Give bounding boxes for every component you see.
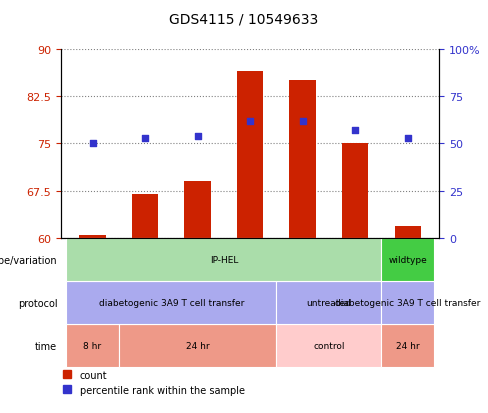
FancyBboxPatch shape: [382, 282, 434, 325]
Bar: [184, 182, 211, 239]
Text: GDS4115 / 10549633: GDS4115 / 10549633: [169, 12, 319, 26]
FancyBboxPatch shape: [382, 325, 434, 368]
Text: wildtype: wildtype: [388, 256, 427, 265]
Point: [351, 128, 359, 134]
Text: control: control: [313, 342, 345, 351]
Point: [89, 140, 97, 147]
FancyBboxPatch shape: [276, 282, 382, 325]
Bar: [342, 144, 368, 239]
Bar: [395, 226, 421, 239]
Text: time: time: [35, 341, 57, 351]
Point: [246, 118, 254, 125]
Point: [299, 118, 306, 125]
FancyBboxPatch shape: [119, 325, 276, 368]
FancyBboxPatch shape: [66, 325, 119, 368]
FancyBboxPatch shape: [276, 325, 382, 368]
Text: untreated: untreated: [306, 299, 351, 308]
FancyBboxPatch shape: [66, 239, 382, 282]
Text: genotype/variation: genotype/variation: [0, 255, 57, 265]
Bar: [289, 81, 316, 239]
Text: 24 hr: 24 hr: [186, 342, 209, 351]
Text: protocol: protocol: [18, 298, 57, 308]
FancyBboxPatch shape: [382, 239, 434, 282]
Point: [404, 135, 411, 142]
Point: [141, 135, 149, 142]
FancyBboxPatch shape: [66, 282, 276, 325]
Text: IP-HEL: IP-HEL: [210, 256, 238, 265]
Legend: count, percentile rank within the sample: count, percentile rank within the sample: [58, 366, 248, 399]
Text: diabetogenic 3A9 T cell transfer: diabetogenic 3A9 T cell transfer: [99, 299, 244, 308]
Text: diabetogenic 3A9 T cell transfer: diabetogenic 3A9 T cell transfer: [335, 299, 480, 308]
Point: [194, 133, 202, 140]
Text: 8 hr: 8 hr: [83, 342, 102, 351]
Bar: [80, 235, 105, 239]
Bar: [132, 195, 158, 239]
Text: 24 hr: 24 hr: [396, 342, 420, 351]
Bar: [237, 71, 263, 239]
